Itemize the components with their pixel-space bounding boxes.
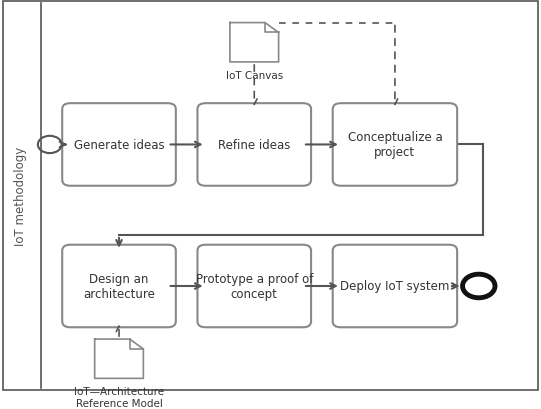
Text: IoT Canvas: IoT Canvas: [226, 71, 283, 81]
FancyBboxPatch shape: [333, 245, 457, 328]
Text: IoT methodology: IoT methodology: [14, 146, 27, 245]
Text: Prototype a proof of
concept: Prototype a proof of concept: [196, 272, 313, 300]
Text: Generate ideas: Generate ideas: [74, 139, 164, 152]
FancyBboxPatch shape: [333, 104, 457, 186]
Text: Conceptualize a
project: Conceptualize a project: [347, 131, 443, 159]
Text: Refine ideas: Refine ideas: [218, 139, 291, 152]
FancyBboxPatch shape: [62, 104, 176, 186]
FancyBboxPatch shape: [62, 245, 176, 328]
Text: IoT—Architecture
Reference Model: IoT—Architecture Reference Model: [74, 386, 164, 408]
FancyBboxPatch shape: [197, 245, 311, 328]
FancyBboxPatch shape: [3, 2, 538, 390]
Text: Deploy IoT system: Deploy IoT system: [340, 280, 450, 293]
FancyBboxPatch shape: [197, 104, 311, 186]
Text: Design an
architecture: Design an architecture: [83, 272, 155, 300]
